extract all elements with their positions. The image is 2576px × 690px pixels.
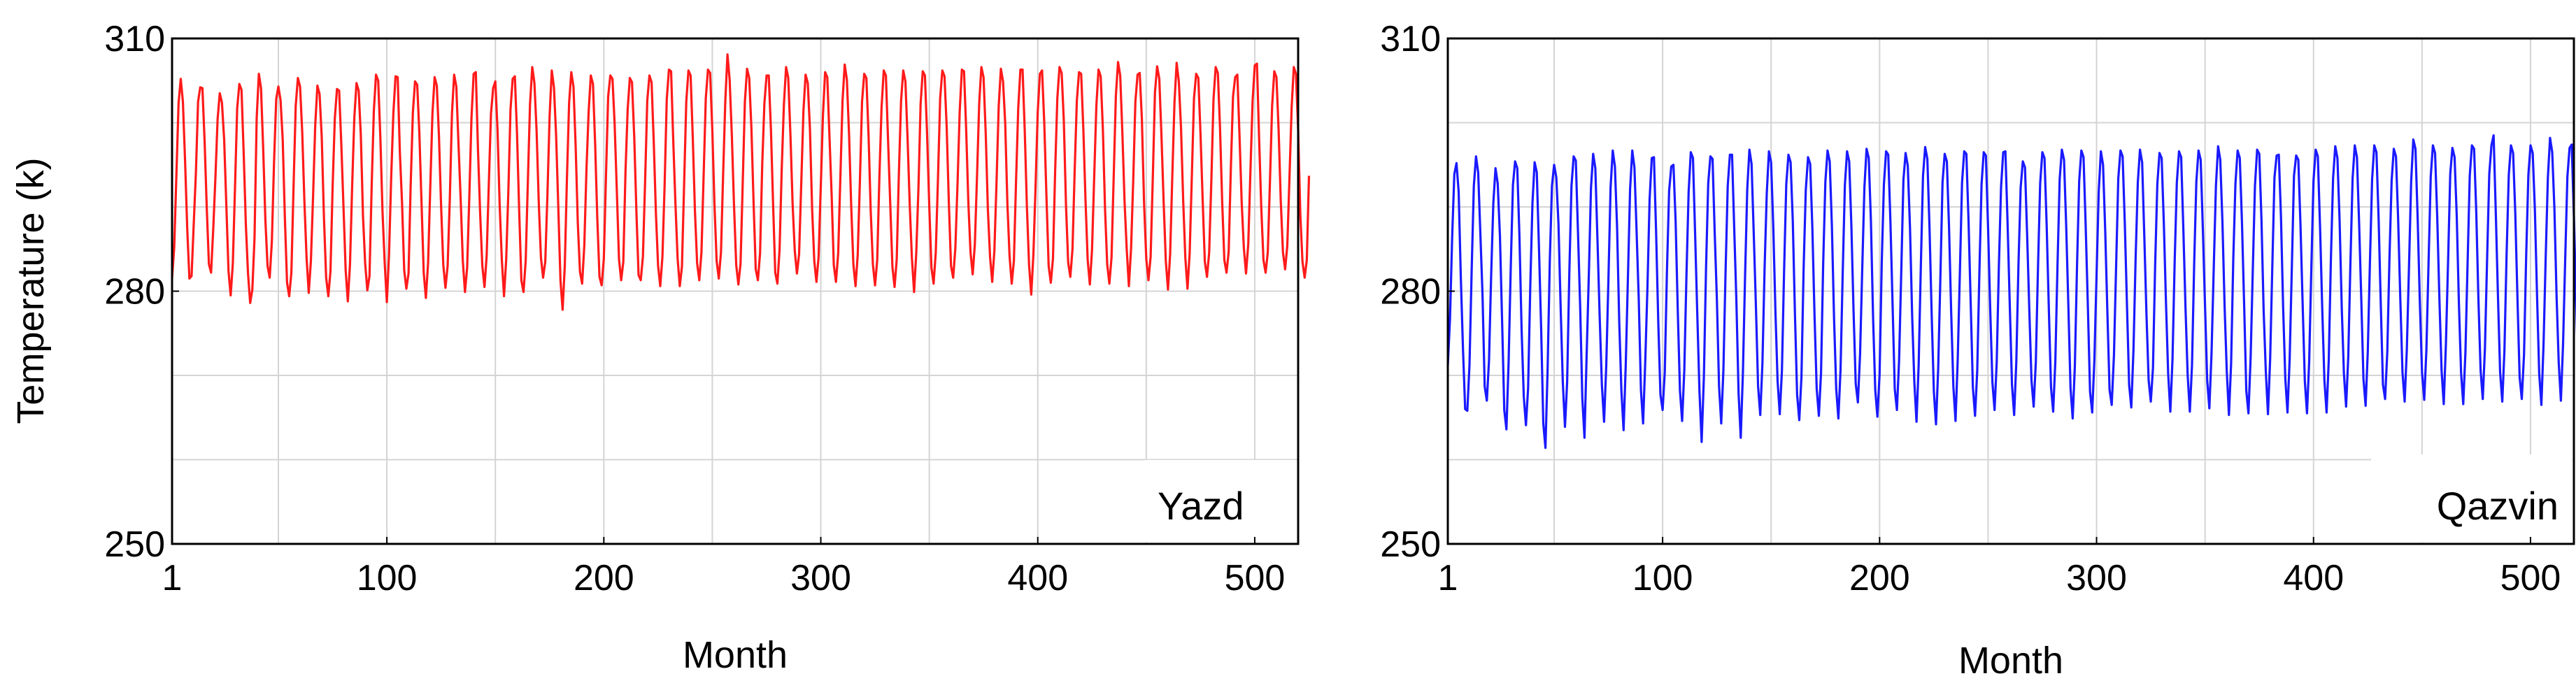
panel-label: Qazvin (2437, 484, 2559, 528)
panel-label: Yazd (1158, 484, 1244, 528)
chart-panel-yazd: 1 100 200 300 400 500 250 280 310 Yazd Month Tem… (10, 19, 1311, 676)
y-tick-label: 280 (1380, 272, 1441, 312)
x-tick-label: 400 (2283, 558, 2344, 598)
x-tick-label: 200 (574, 558, 634, 598)
x-tick-label: 300 (2066, 558, 2127, 598)
x-axis-title: Month (683, 634, 788, 676)
x-tick-label: 400 (1007, 558, 1068, 598)
x-tick-label: 1 (1438, 558, 1458, 598)
x-tick-label: 500 (2500, 558, 2561, 598)
x-tick-label: 1 (162, 558, 183, 598)
legend-mask (1145, 460, 1297, 542)
y-tick-label: 310 (1380, 19, 1441, 59)
x-tick-label: 200 (1849, 558, 1910, 598)
y-tick-label: 310 (104, 19, 165, 59)
series-line (171, 53, 1311, 311)
x-tick-label: 300 (790, 558, 851, 598)
chart-panel-qazvin: 1 100 200 300 400 500 250 280 310 Qazvin Month (1380, 19, 2576, 682)
legend-mask (2371, 454, 2573, 542)
x-tick-label: 100 (1632, 558, 1693, 598)
y-tick-label: 280 (104, 272, 165, 312)
data-layer (171, 53, 1311, 311)
tick-layer: 1 100 200 300 400 500 250 280 310 (104, 19, 1285, 598)
y-tick-label: 250 (1380, 524, 1441, 565)
tick-layer: 1 100 200 300 400 500 250 280 310 (1380, 19, 2561, 598)
x-tick-label: 100 (357, 558, 418, 598)
y-tick-label: 250 (104, 524, 165, 565)
y-axis-title: Temperature (k) (10, 157, 52, 424)
x-tick-label: 500 (1225, 558, 1286, 598)
data-layer (1446, 134, 2576, 450)
x-axis-title: Month (1958, 640, 2063, 682)
series-line (1446, 134, 2576, 450)
